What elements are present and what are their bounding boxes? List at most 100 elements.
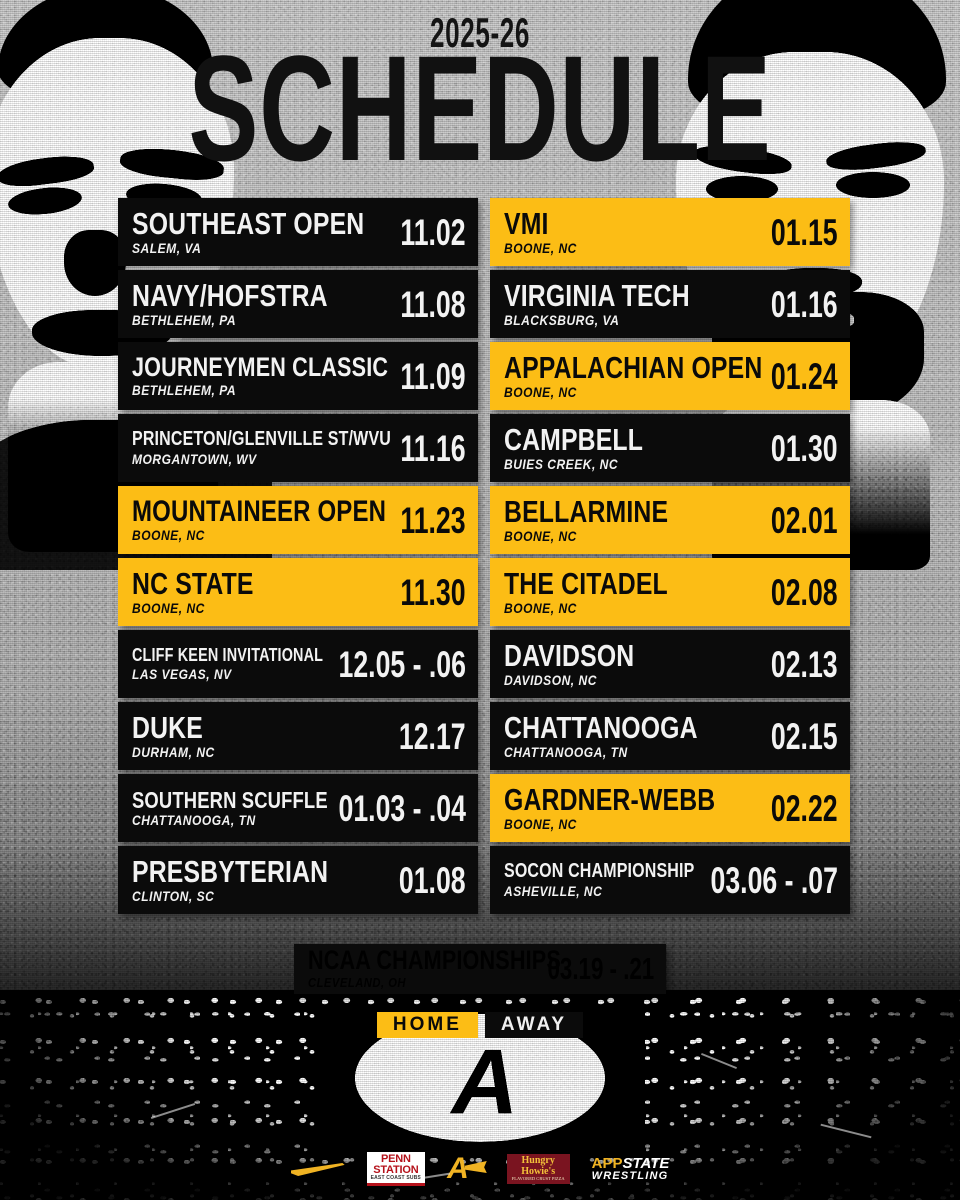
- app-state-wrestling-logo: APPSTATE WRESTLING: [592, 1152, 670, 1186]
- opponent-name: CHATTANOOGA: [504, 710, 698, 746]
- schedule-row[interactable]: CHATTANOOGA CHATTANOOGA, TN 02.15: [490, 702, 850, 770]
- opponent-name: DUKE: [132, 710, 203, 746]
- opponent-name: VMI: [504, 206, 549, 242]
- event-date: 01.24: [771, 355, 838, 397]
- opponent-name: THE CITADEL: [504, 566, 668, 602]
- schedule-row[interactable]: VMI BOONE, NC 01.15: [490, 198, 850, 266]
- appstate-state-text: STATE: [622, 1154, 670, 1172]
- page-title: SCHEDULE: [188, 23, 772, 192]
- hungry-howies-logo: Hungry Howie's FLAVORED CRUST PIZZA: [506, 1152, 570, 1186]
- event-location: DURHAM, NC: [132, 743, 215, 760]
- event-date: 02.15: [771, 715, 838, 757]
- event-location: MORGANTOWN, WV: [132, 450, 257, 467]
- nike-logo: [291, 1152, 345, 1186]
- event-location: DAVIDSON, NC: [504, 671, 597, 688]
- opponent-name: PRINCETON/GLENVILLE ST/WVU: [132, 428, 391, 451]
- opponent-name: SOUTHERN SCUFFLE: [132, 786, 328, 813]
- schedule-row[interactable]: JOURNEYMEN CLASSIC BETHLEHEM, PA 11.09: [118, 342, 478, 410]
- event-location: BOONE, NC: [504, 239, 577, 256]
- penn-station-label-1: PENN: [380, 1153, 411, 1165]
- event-location: BETHLEHEM, PA: [132, 311, 237, 328]
- schedule-row[interactable]: DAVIDSON DAVIDSON, NC 02.13: [490, 630, 850, 698]
- event-date: 01.16: [771, 283, 838, 325]
- schedule-row[interactable]: SOCON CHAMPIONSHIP ASHEVILLE, NC 03.06 - .…: [490, 846, 850, 914]
- penn-station-label-2: STATION: [373, 1164, 419, 1176]
- schedule-row-championship[interactable]: NCAA CHAMPIONSHIPS CLEVELAND, OH 03.19 -…: [294, 944, 666, 994]
- opponent-name: PRESBYTERIAN: [132, 854, 329, 890]
- event-location: BUIES CREEK, NC: [504, 455, 619, 472]
- howies-label-2: Howie's: [521, 1165, 556, 1177]
- app-state-a-letter: A: [447, 1154, 485, 1184]
- event-date: 11.30: [400, 571, 466, 613]
- schedule-row[interactable]: CAMPBELL BUIES CREEK, NC 01.30: [490, 414, 850, 482]
- legend-home-chip[interactable]: HOME: [376, 1012, 478, 1038]
- schedule-row[interactable]: APPALACHIAN OPEN BOONE, NC 01.24: [490, 342, 850, 410]
- opponent-name: SOCON CHAMPIONSHIP: [504, 860, 695, 883]
- schedule-row[interactable]: DUKE DURHAM, NC 12.17: [118, 702, 478, 770]
- event-location: CHATTANOOGA, TN: [132, 812, 256, 829]
- schedule-row[interactable]: MOUNTAINEER OPEN BOONE, NC 11.23: [118, 486, 478, 554]
- event-location: BLACKSBURG, VA: [504, 311, 620, 328]
- schedule-row[interactable]: SOUTHEAST OPEN SALEM, VA 11.02: [118, 198, 478, 266]
- opponent-name: JOURNEYMEN CLASSIC: [132, 352, 389, 383]
- event-date: 11.16: [400, 427, 466, 469]
- event-date: 02.13: [771, 643, 838, 685]
- event-date: 03.06 - .07: [710, 859, 838, 901]
- event-location: CLINTON, SC: [132, 887, 215, 904]
- schedule-column-left: SOUTHEAST OPEN SALEM, VA 11.02 NAVY/HOFSTRA…: [118, 198, 478, 914]
- event-date: 11.08: [400, 283, 466, 325]
- schedule-column-right: VMI BOONE, NC 01.15 VIRGINIA TECH BLACKSBURG…: [490, 198, 850, 914]
- schedule-row[interactable]: BELLARMINE BOONE, NC 02.01: [490, 486, 850, 554]
- opponent-name: NAVY/HOFSTRA: [132, 278, 328, 314]
- event-date: 02.08: [771, 571, 838, 613]
- opponent-name: APPALACHIAN OPEN: [504, 350, 763, 386]
- howies-label-3: FLAVORED CRUST PIZZA: [511, 1176, 565, 1182]
- event-date: 01.15: [771, 211, 838, 253]
- schedule-row[interactable]: CLIFF KEEN INVITATIONAL LAS VEGAS, NV 12.0…: [118, 630, 478, 698]
- event-location: SALEM, VA: [132, 239, 202, 256]
- penn-station-label-3: EAST COAST SUBS: [370, 1175, 422, 1181]
- schedule-row[interactable]: SOUTHERN SCUFFLE CHATTANOOGA, TN 01.03 - .…: [118, 774, 478, 842]
- sponsor-logo-bar: PENN STATION EAST COAST SUBS A Hungry Ho…: [0, 1152, 960, 1186]
- schedule-row[interactable]: PRINCETON/GLENVILLE ST/WVU MORGANTOWN, WV…: [118, 414, 478, 482]
- schedule-row[interactable]: NAVY/HOFSTRA BETHLEHEM, PA 11.08: [118, 270, 478, 338]
- schedule-grid: SOUTHEAST OPEN SALEM, VA 11.02 NAVY/HOFSTRA…: [118, 198, 850, 914]
- legend-away-chip[interactable]: AWAY: [484, 1012, 584, 1038]
- legend: HOME AWAY: [0, 1012, 960, 1038]
- event-date: 01.30: [771, 427, 838, 469]
- event-date: 02.22: [771, 787, 838, 829]
- event-location: BOONE, NC: [132, 599, 205, 616]
- schedule-row[interactable]: PRESBYTERIAN CLINTON, SC 01.08: [118, 846, 478, 914]
- event-location: CLEVELAND, OH: [308, 974, 407, 990]
- event-location: BETHLEHEM, PA: [132, 381, 237, 398]
- opponent-name: SOUTHEAST OPEN: [132, 206, 365, 242]
- event-location: BOONE, NC: [504, 383, 577, 400]
- opponent-name: CLIFF KEEN INVITATIONAL: [132, 645, 324, 666]
- schedule-row[interactable]: GARDNER-WEBB BOONE, NC 02.22: [490, 774, 850, 842]
- penn-station-logo: PENN STATION EAST COAST SUBS: [366, 1152, 426, 1186]
- opponent-name: CAMPBELL: [504, 422, 644, 458]
- schedule-row[interactable]: NC STATE BOONE, NC 11.30: [118, 558, 478, 626]
- opponent-name: MOUNTAINEER OPEN: [132, 494, 387, 528]
- opponent-name: BELLARMINE: [504, 494, 669, 530]
- opponent-name: VIRGINIA TECH: [504, 278, 690, 314]
- event-date: 01.03 - .04: [338, 787, 466, 829]
- appstate-wrestling-text: WRESTLING: [591, 1169, 669, 1182]
- championship-row-wrapper: NCAA CHAMPIONSHIPS CLEVELAND, OH 03.19 -…: [0, 944, 960, 994]
- schedule-row[interactable]: THE CITADEL BOONE, NC 02.08: [490, 558, 850, 626]
- event-date: 01.08: [399, 859, 466, 901]
- event-date: 02.01: [771, 499, 838, 541]
- opponent-name: DAVIDSON: [504, 638, 635, 674]
- event-date: 03.19 - .21: [547, 951, 654, 987]
- howies-label-1: Hungry: [521, 1155, 555, 1167]
- event-date: 11.23: [400, 499, 466, 541]
- app-state-a-logo: A: [447, 1152, 485, 1186]
- poster-header: 2025-26 SCHEDULE: [0, 12, 960, 192]
- opponent-name: NCAA CHAMPIONSHIPS: [308, 945, 561, 976]
- event-location: ASHEVILLE, NC: [504, 882, 603, 899]
- event-date: 12.05 - .06: [338, 643, 466, 685]
- schedule-row[interactable]: VIRGINIA TECH BLACKSBURG, VA 01.16: [490, 270, 850, 338]
- event-location: CHATTANOOGA, TN: [504, 743, 628, 760]
- event-location: BOONE, NC: [504, 599, 577, 616]
- event-location: LAS VEGAS, NV: [132, 665, 232, 682]
